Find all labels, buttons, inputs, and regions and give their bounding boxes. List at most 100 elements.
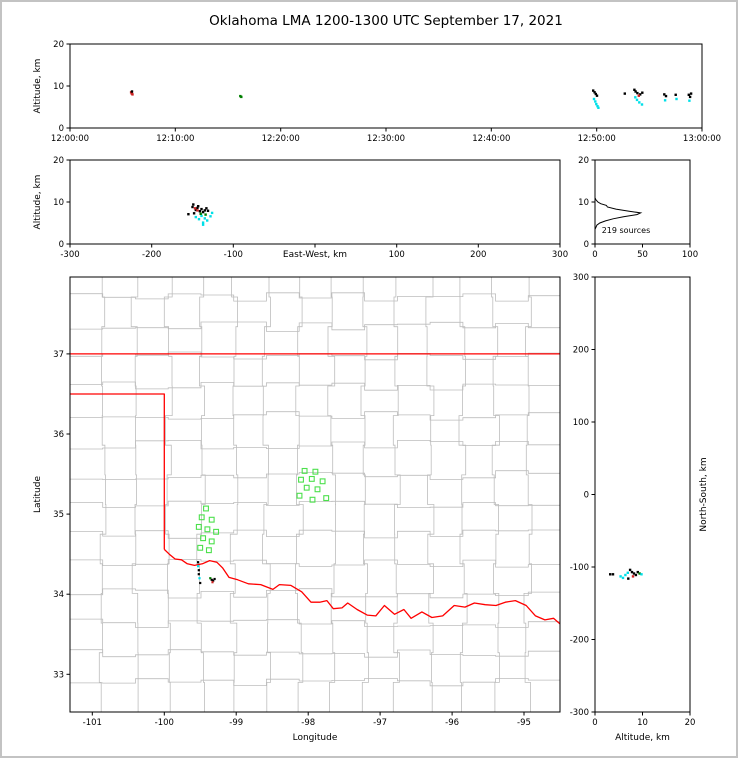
county-boundary xyxy=(70,321,560,332)
station-square-marker xyxy=(319,478,326,485)
station-square-marker xyxy=(205,547,212,554)
county-boundary xyxy=(491,277,500,712)
source-point xyxy=(624,573,627,577)
y-tick-label: 34 xyxy=(53,590,64,600)
station-square-marker xyxy=(208,538,215,545)
source-point xyxy=(619,575,622,578)
x-tick-label: 200 xyxy=(470,250,486,260)
y-tick-label: -200 xyxy=(570,636,589,646)
panel-altitude-histogram: 219 sources 0 50 100 0 10 20 xyxy=(578,156,698,260)
panel-north-south-height: 0 10 20 300 200 100 0 -100 -200 -300 Altitude, km N… xyxy=(570,273,709,743)
source-point xyxy=(197,569,200,572)
panel-time-height: 12:00:00 12:10:00 12:20:00 12:30:00 12:40:00… xyxy=(33,40,721,144)
x-tick-label: 20 xyxy=(685,718,696,728)
county-boundary xyxy=(70,588,560,599)
station-square-marker xyxy=(296,492,303,499)
county-boundary xyxy=(295,277,304,712)
source-point xyxy=(200,214,203,218)
source-point xyxy=(212,579,215,582)
source-point xyxy=(206,219,209,222)
source-point xyxy=(638,572,641,575)
source-point xyxy=(197,218,201,221)
source-point xyxy=(209,577,212,580)
source-point xyxy=(194,208,197,212)
source-point xyxy=(595,102,598,106)
y-tick-label: 37 xyxy=(53,350,64,360)
station-square-marker xyxy=(301,467,308,474)
source-point xyxy=(206,209,210,212)
source-point xyxy=(196,206,199,210)
x-tick-label: 50 xyxy=(637,250,648,260)
panel-map: -101 -100 -99 -98 -97 -96 -95 33 34 35 36 37 Longitu… xyxy=(33,276,561,743)
county-boundary xyxy=(70,351,560,361)
source-point xyxy=(623,92,626,95)
source-point xyxy=(633,88,636,91)
source-point xyxy=(592,97,596,101)
source-point xyxy=(240,95,243,99)
station-square-marker xyxy=(204,526,211,533)
station-square-marker xyxy=(213,528,220,535)
station-square-marker xyxy=(314,486,321,493)
x-tick-label: -101 xyxy=(83,718,102,728)
source-point xyxy=(203,209,206,212)
y-axis-label: Latitude xyxy=(33,476,43,514)
source-point xyxy=(594,100,597,103)
source-point xyxy=(597,106,600,109)
source-point xyxy=(192,212,196,215)
axes-frame xyxy=(69,159,561,245)
source-point xyxy=(209,215,212,218)
source-point xyxy=(687,93,690,96)
source-point xyxy=(210,578,213,581)
y-tick-label: 0 xyxy=(584,491,589,501)
source-point xyxy=(187,213,190,216)
source-point xyxy=(196,209,199,212)
x-tick-label: 0 xyxy=(592,718,597,728)
source-point xyxy=(638,101,641,104)
source-point xyxy=(130,90,134,93)
county-boundary xyxy=(70,440,560,450)
x-tick-label: 10 xyxy=(637,718,648,728)
x-tick-label: 12:40:00 xyxy=(472,134,510,144)
source-point xyxy=(688,99,691,102)
station-square-marker xyxy=(200,535,207,542)
county-boundary xyxy=(327,277,336,712)
station-square-marker xyxy=(208,516,215,523)
source-point xyxy=(594,92,597,96)
x-tick-label: -200 xyxy=(142,250,161,260)
source-point xyxy=(194,215,197,219)
county-boundary xyxy=(196,277,206,712)
county-boundary xyxy=(130,277,139,712)
source-point xyxy=(201,221,205,224)
x-tick-label: 100 xyxy=(389,250,405,260)
y-tick-label: 100 xyxy=(573,418,589,428)
source-point xyxy=(210,211,214,215)
county-boundary xyxy=(70,529,560,539)
source-point xyxy=(193,207,197,210)
x-tick-label: -100 xyxy=(224,250,243,260)
source-point xyxy=(191,205,194,209)
y-tick-label: 10 xyxy=(53,82,64,92)
source-point xyxy=(664,94,668,98)
source-point xyxy=(205,207,208,210)
source-point xyxy=(689,92,693,95)
source-point xyxy=(640,573,643,576)
source-point xyxy=(192,203,195,206)
source-point xyxy=(211,581,214,584)
source-point xyxy=(641,91,644,94)
x-axis-label-backdrop xyxy=(275,249,355,260)
x-tick-label: -97 xyxy=(373,718,387,728)
x-tick-label: 12:50:00 xyxy=(578,134,616,144)
county-boundary xyxy=(229,277,239,712)
x-axis-label: Altitude, km xyxy=(615,733,670,743)
x-tick-label: 13:00:00 xyxy=(683,134,721,144)
y-tick-label: 20 xyxy=(53,40,64,50)
x-tick-label: 0 xyxy=(592,250,597,260)
source-point xyxy=(688,95,692,99)
source-point xyxy=(637,94,640,97)
source-point xyxy=(628,568,632,572)
x-tick-label: -96 xyxy=(445,718,459,728)
county-boundary xyxy=(458,277,468,712)
station-square-marker xyxy=(323,495,330,502)
